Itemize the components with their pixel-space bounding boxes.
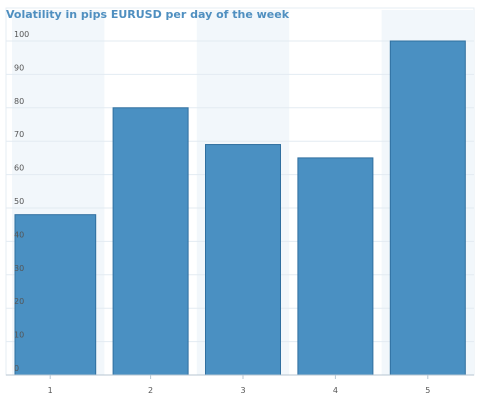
y-tick-label: 70 bbox=[14, 130, 24, 139]
y-tick-label: 10 bbox=[14, 331, 24, 340]
x-tick-label: 3 bbox=[240, 386, 245, 395]
bar[interactable] bbox=[205, 144, 281, 376]
y-tick-labels: 0 10 20 30 40 50 60 70 80 90 100 bbox=[14, 30, 29, 373]
y-tick-label: 60 bbox=[14, 164, 24, 173]
bar[interactable] bbox=[297, 157, 374, 376]
bar[interactable] bbox=[389, 40, 466, 376]
y-tick-label: 40 bbox=[14, 230, 24, 239]
y-tick-label: 100 bbox=[14, 30, 29, 39]
bar[interactable] bbox=[112, 107, 189, 376]
y-tick-label: 30 bbox=[14, 264, 24, 273]
x-tick-label: 1 bbox=[48, 386, 53, 395]
x-tick-labels: 1 2 3 4 5 bbox=[48, 375, 430, 395]
bar[interactable] bbox=[14, 214, 97, 376]
y-tick-label: 0 bbox=[14, 364, 19, 373]
y-tick-label: 20 bbox=[14, 297, 24, 306]
x-tick-label: 2 bbox=[148, 386, 153, 395]
y-tick-label: 50 bbox=[14, 197, 24, 206]
x-tick-label: 4 bbox=[333, 386, 338, 395]
bars bbox=[14, 40, 466, 376]
y-tick-label: 80 bbox=[14, 97, 24, 106]
x-tick-label: 5 bbox=[425, 386, 430, 395]
y-tick-label: 90 bbox=[14, 63, 24, 72]
chart-title: Volatility in pips EURUSD per day of the… bbox=[6, 8, 290, 21]
